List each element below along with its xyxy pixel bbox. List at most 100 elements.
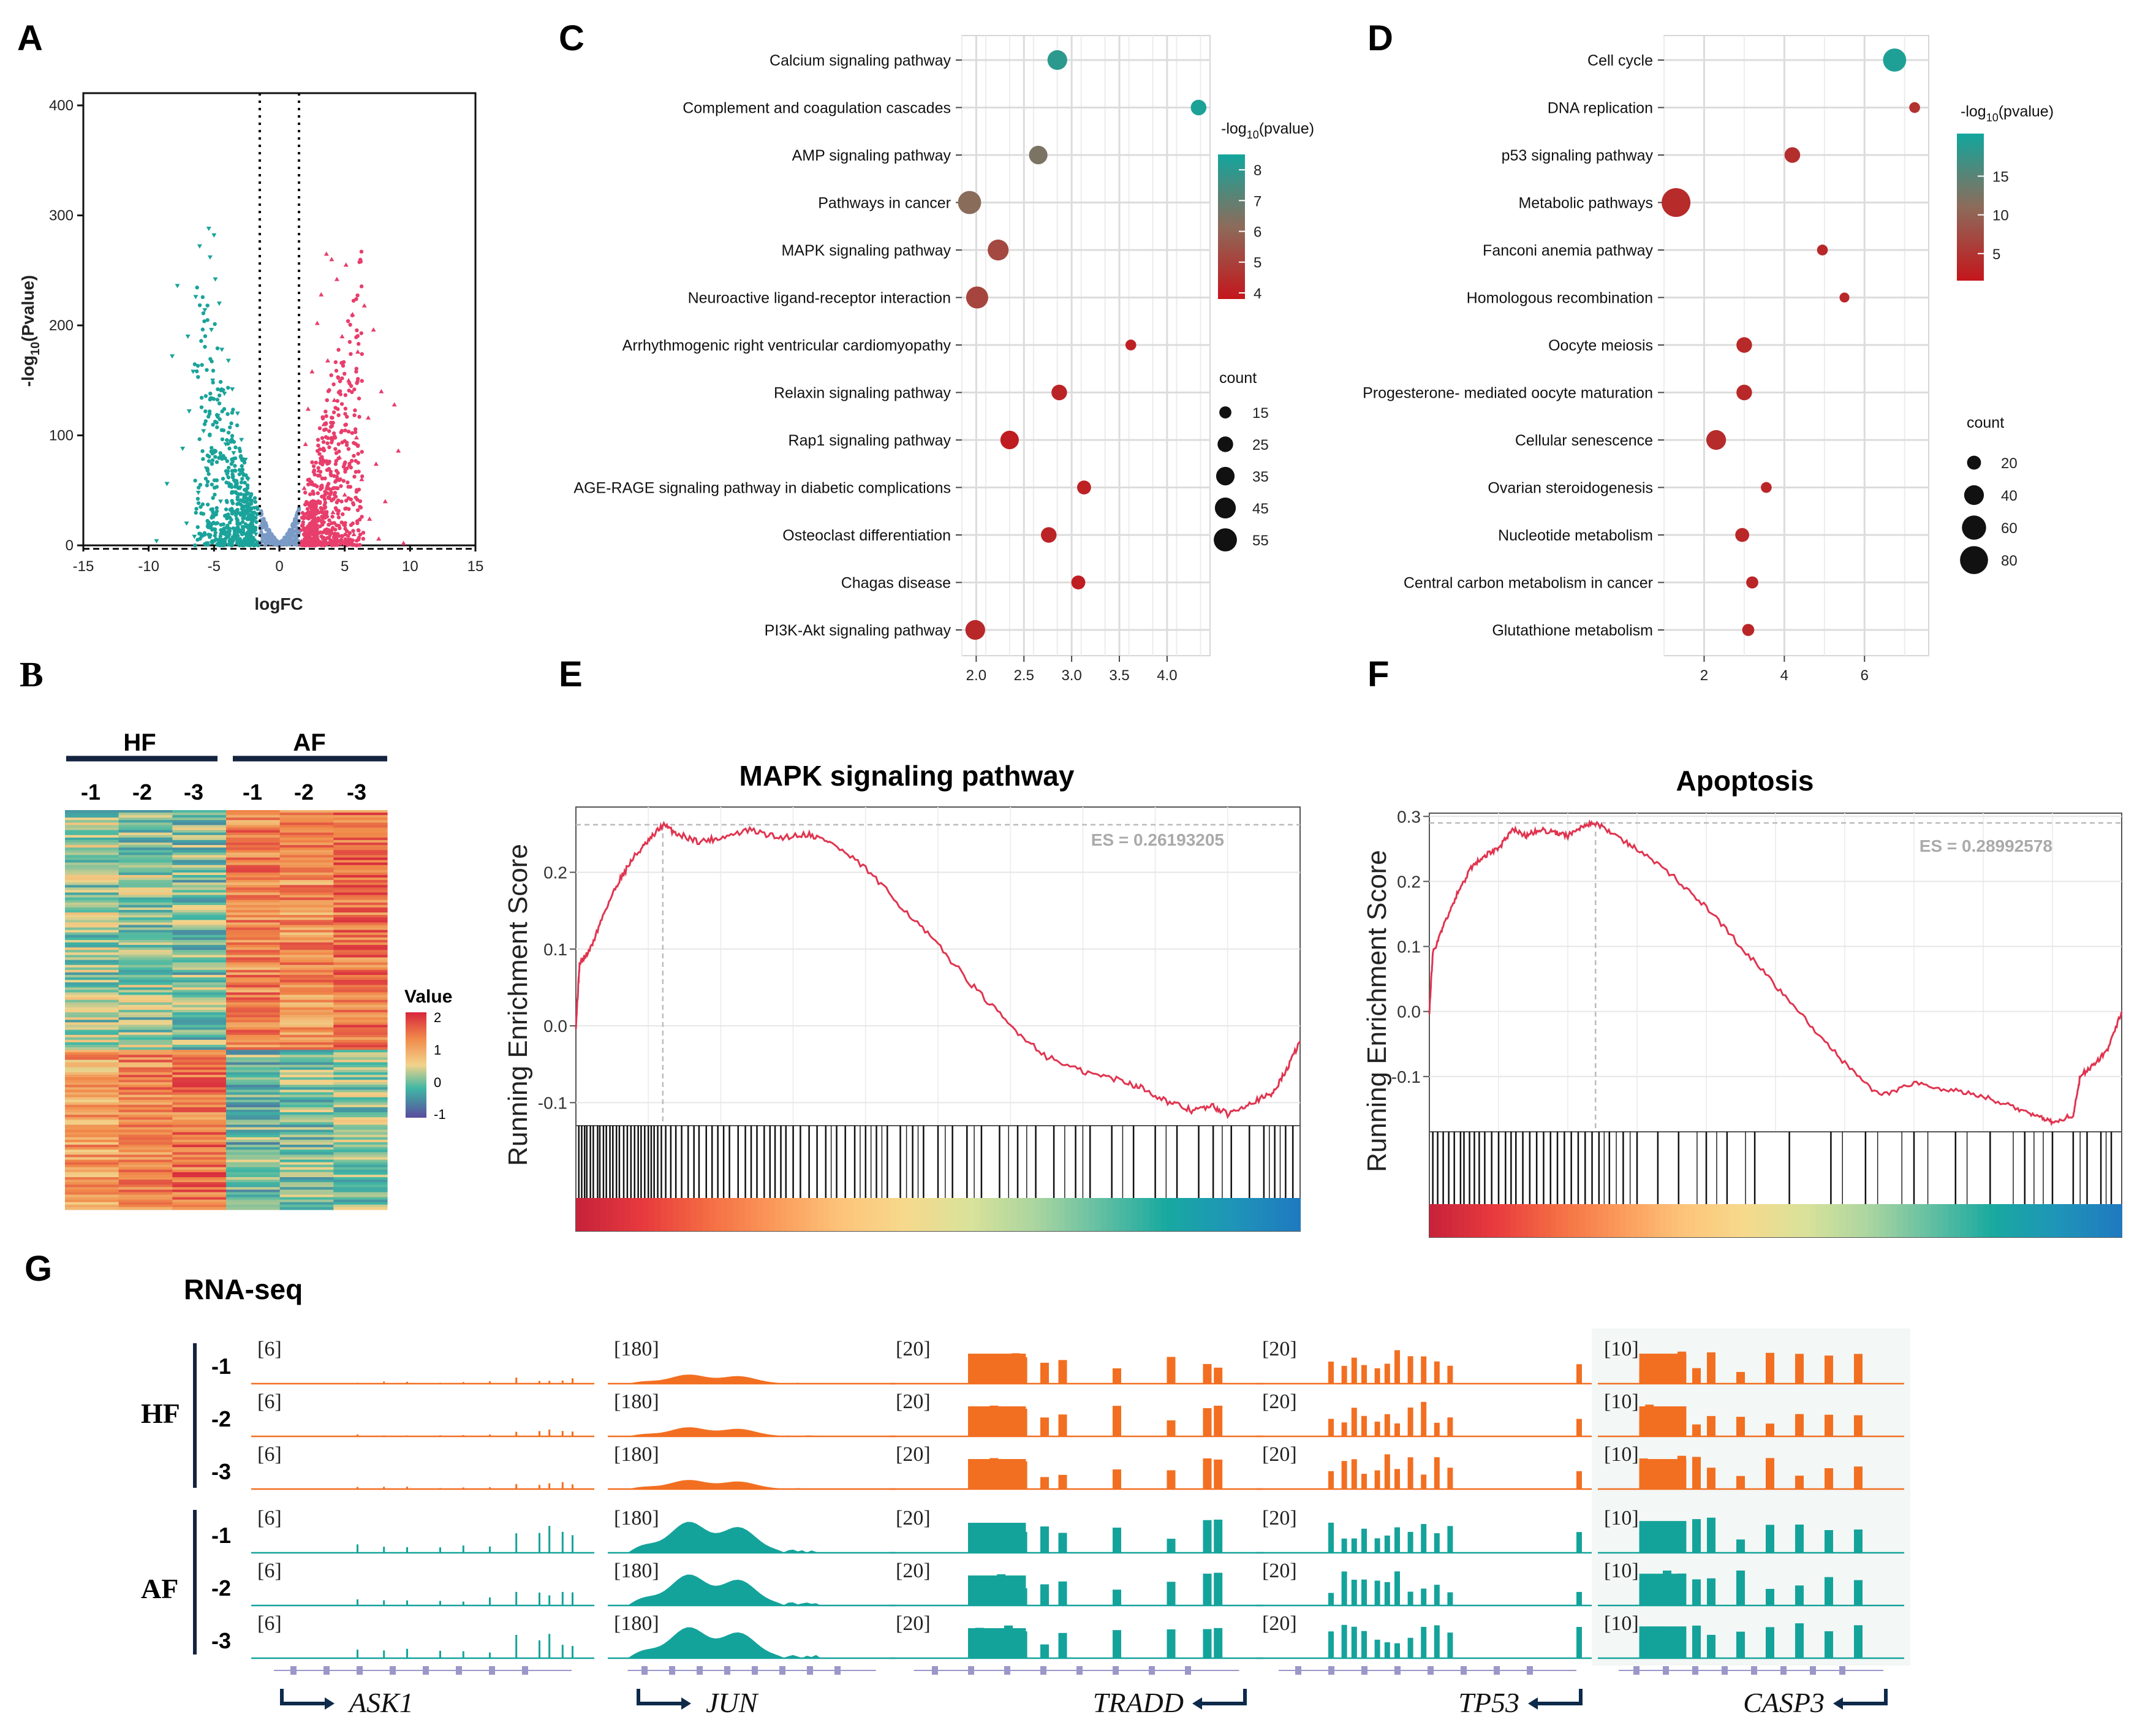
heatmap-cell [226, 950, 281, 953]
volcano-y-title-tail: (Pvalue) [18, 275, 37, 342]
heatmap-cell [172, 1062, 227, 1066]
heatmap-cell [118, 872, 173, 876]
rnaseq-coverage-bar [406, 1547, 408, 1553]
gsea-rank-segment [757, 1198, 764, 1231]
dotplot-term-label: Fanconi anemia pathway [1483, 242, 1653, 259]
gsea-rank-segment [2035, 1204, 2041, 1237]
heatmap-cell [118, 927, 173, 931]
rnaseq-track-scale: [180] [614, 1612, 659, 1635]
gsea-rank-segment [1504, 1204, 1511, 1237]
rnaseq-gene-exon [1428, 1666, 1434, 1675]
heatmap-cell [172, 1067, 227, 1071]
volcano-point [263, 543, 268, 547]
rnaseq-coverage-bar [1434, 1625, 1440, 1658]
gsea-rank-segment [1856, 1204, 1863, 1237]
heatmap-cell [118, 992, 173, 996]
volcano-point [357, 260, 361, 264]
rnaseq-gene-exon [697, 1666, 703, 1675]
gsea-rank-segment [1125, 1198, 1132, 1231]
heatmap-cell [172, 922, 227, 926]
volcano-point [333, 462, 338, 466]
volcano-point [315, 484, 319, 488]
volcano-point [357, 396, 361, 401]
heatmap-legend-tick: 2 [434, 1010, 441, 1025]
panel-label-a: A [17, 18, 43, 58]
rnaseq-coverage-bar [1167, 1470, 1176, 1489]
volcano-point [327, 518, 331, 523]
heatmap-cell [333, 1189, 388, 1193]
volcano-point [342, 462, 347, 466]
heatmap-cell [65, 897, 119, 901]
heatmap-cell [226, 890, 281, 893]
dotplot-term-label: Rap1 signaling pathway [789, 432, 951, 449]
volcano-point-down [215, 414, 221, 419]
heatmap-cell [118, 1207, 173, 1210]
heatmap-cell [118, 1137, 173, 1140]
gsea-rank-segment [1902, 1204, 1909, 1237]
volcano-point [358, 506, 363, 510]
volcano-point [348, 322, 352, 327]
volcano-point [220, 437, 225, 442]
panel-label-d: D [1367, 18, 1393, 58]
volcano-point [311, 511, 315, 516]
heatmap-cell [226, 1015, 281, 1018]
heatmap-cell [118, 1077, 173, 1080]
heatmap-cell [226, 1184, 281, 1188]
gsea-rank-segment [901, 1198, 909, 1231]
heatmap-cell [172, 1174, 227, 1178]
volcano-point [320, 415, 325, 420]
dotplot-x-tick-label: 4.0 [1157, 667, 1177, 684]
heatmap-cell [172, 1034, 227, 1038]
heatmap-cell [65, 1082, 119, 1085]
heatmap-cell [226, 1204, 281, 1208]
heatmap-cell [279, 972, 334, 976]
volcano-point [319, 506, 323, 510]
gsea-y-tick-label: 0.0 [1397, 1003, 1421, 1022]
heatmap-cell [118, 1092, 173, 1096]
heatmap-cell [226, 877, 281, 881]
rnaseq-gene-exon [456, 1666, 462, 1675]
dotplot-size-legend-label: 40 [2001, 488, 2018, 504]
volcano-point [230, 460, 235, 464]
gsea-rank-segment [1746, 1204, 1753, 1237]
volcano-point-up [373, 461, 379, 466]
rnaseq-gene-exon [1839, 1666, 1845, 1675]
rnaseq-coverage-bar [1434, 1585, 1440, 1605]
volcano-point-down [192, 534, 197, 539]
heatmap-cell [226, 902, 281, 906]
volcano-point [201, 457, 205, 461]
gsea-rank-segment [913, 1198, 921, 1231]
gsea-rank-segment [1016, 1198, 1023, 1231]
dotplot-x-tick-label: 6 [1861, 667, 1869, 684]
rnaseq-coverage-bar [1407, 1356, 1413, 1384]
gsea-rank-segment [1282, 1198, 1289, 1231]
dotplot-dot [1000, 430, 1019, 450]
gsea-rank-segment [1481, 1204, 1488, 1237]
dotplot-d-dots [1662, 48, 1920, 636]
heatmap-cell [226, 1132, 281, 1135]
heatmap-cell [226, 907, 281, 911]
heatmap-cell [279, 817, 334, 821]
dotplot-term-label: Homologous recombination [1467, 290, 1653, 307]
volcano-x-tick-label: 15 [467, 558, 484, 575]
volcano-point [336, 471, 340, 476]
heatmap-cell [65, 920, 119, 923]
volcano-point-up [331, 398, 337, 403]
heatmap-cell [279, 980, 334, 983]
volcano-point [306, 482, 311, 487]
heatmap-cell [333, 917, 388, 920]
heatmap-cell [333, 922, 388, 926]
heatmap-cell [279, 897, 334, 901]
heatmap-cell [118, 1085, 173, 1088]
volcano-point [305, 507, 310, 511]
heatmap-sample-label: -1 [81, 779, 100, 805]
volcano-point [196, 374, 200, 379]
gsea-rank-segment [702, 1198, 709, 1231]
volcano-point [357, 517, 362, 522]
volcano-point [350, 521, 355, 526]
heatmap-cell [118, 1187, 173, 1190]
heatmap-cell [65, 974, 119, 978]
dotplot-term-label: Osteoclast differentiation [782, 527, 951, 544]
volcano-point-up [379, 389, 384, 393]
volcano-point [213, 531, 217, 535]
